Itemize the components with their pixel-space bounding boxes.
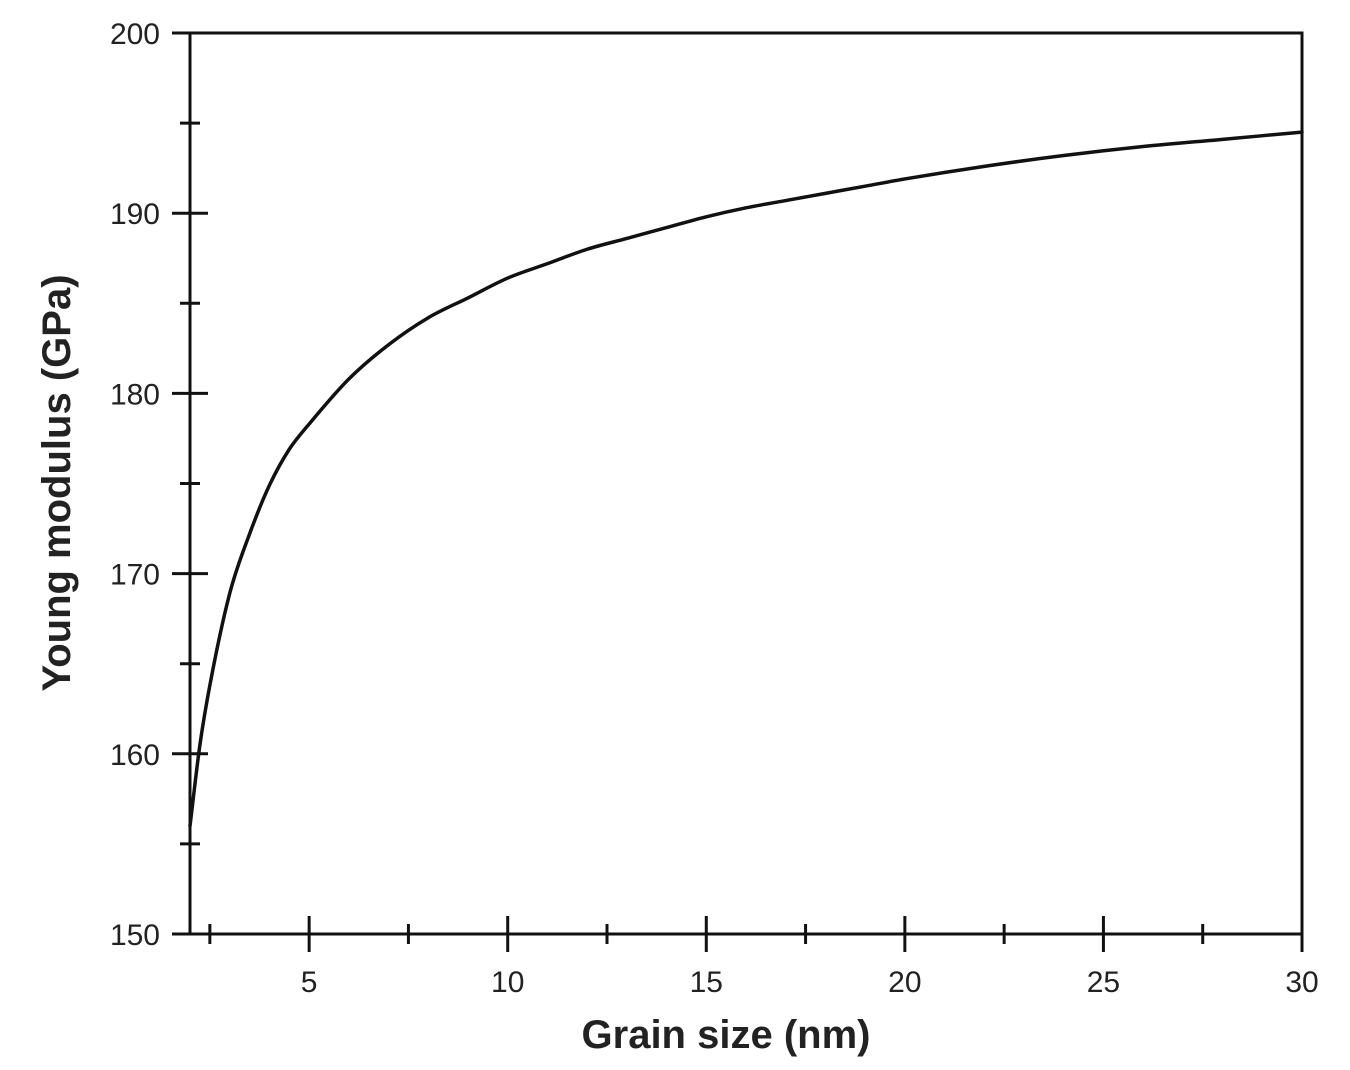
x-tick-label: 30 bbox=[1285, 966, 1318, 999]
y-tick-label: 200 bbox=[110, 18, 160, 51]
x-tick-label: 10 bbox=[491, 966, 524, 999]
y-tick-label: 180 bbox=[110, 378, 160, 411]
x-tick-label: 25 bbox=[1087, 966, 1120, 999]
plot-frame bbox=[188, 31, 1304, 936]
y-tick-label: 150 bbox=[110, 919, 160, 952]
x-tick-label: 5 bbox=[301, 966, 318, 999]
y-tick-label: 170 bbox=[110, 559, 160, 592]
y-tick-label: 190 bbox=[110, 198, 160, 231]
x-axis-title: Grain size (nm) bbox=[582, 1013, 871, 1057]
y-tick-label: 160 bbox=[110, 739, 160, 772]
x-tick-label: 15 bbox=[690, 966, 723, 999]
tick-labels: 5 10 15 20 25 30 150 160 170 180 190 200 bbox=[110, 18, 1319, 999]
tick-marks bbox=[172, 31, 1304, 952]
y-axis-title: Young modulus (GPa) bbox=[35, 274, 79, 691]
x-tick-label: 20 bbox=[888, 966, 921, 999]
series-line bbox=[188, 130, 1304, 828]
